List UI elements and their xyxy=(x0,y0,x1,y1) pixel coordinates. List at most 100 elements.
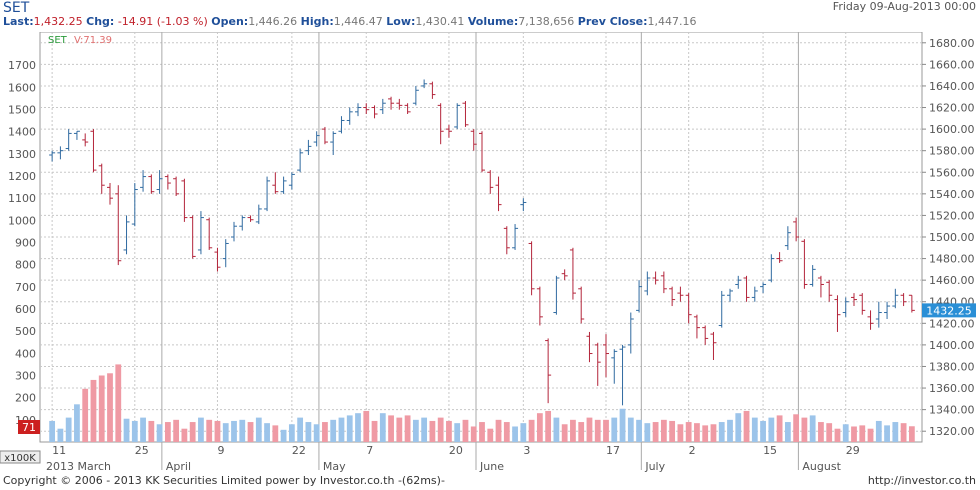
volume-bar xyxy=(355,413,361,442)
volume-bar xyxy=(495,419,502,442)
ohlc-bar xyxy=(685,293,692,324)
ohlc-bar xyxy=(470,129,477,151)
x-tick-label: 9 xyxy=(217,444,224,457)
left-tick-label: 1700 xyxy=(8,59,36,72)
ohlc-bar xyxy=(660,271,667,294)
last-label: Last: xyxy=(3,15,34,28)
price-tick-label: 1660.00 xyxy=(929,58,975,71)
price-tick-label: 1400.00 xyxy=(929,339,975,352)
ohlc-bar xyxy=(644,271,651,296)
ohlc-bar xyxy=(140,170,147,192)
ohlc-bar xyxy=(727,288,733,302)
site-url-link[interactable]: http://investor.co.th xyxy=(867,474,976,487)
ohlc-bar xyxy=(627,312,634,354)
volume-bar xyxy=(685,422,692,442)
x-tick-label: 2 xyxy=(689,444,696,457)
ohlc-bar xyxy=(479,131,485,173)
volume-bar xyxy=(776,415,783,442)
ohlc-bar xyxy=(173,176,180,196)
ohlc-bar xyxy=(57,146,64,160)
ohlc-bar xyxy=(793,217,800,242)
volume-bar xyxy=(908,426,915,442)
x-tick-label: 7 xyxy=(366,444,373,457)
volume-bar xyxy=(288,424,295,442)
price-tick-label: 1540.00 xyxy=(929,188,975,201)
ohlc-bar xyxy=(214,247,221,272)
month-label: July xyxy=(644,460,665,473)
volume-bar xyxy=(123,418,130,442)
price-tick-label: 1620.00 xyxy=(929,102,975,115)
volume-bar xyxy=(834,428,841,442)
ohlc-bar xyxy=(189,215,196,259)
ohlc-bar xyxy=(569,247,576,300)
ohlc-volume-chart[interactable]: 1002003004005006007008009001000110012001… xyxy=(0,32,980,474)
price-tick-label: 1640.00 xyxy=(929,80,975,93)
volume-bar xyxy=(768,417,775,442)
volume-bar xyxy=(239,419,246,442)
month-label: May xyxy=(323,460,346,473)
volume-bar xyxy=(570,419,576,442)
volume-bar xyxy=(437,417,444,442)
price-tick-label: 1500.00 xyxy=(929,231,975,244)
price-tick-label: 1320.00 xyxy=(929,425,975,438)
ohlc-bar xyxy=(346,107,353,125)
ohlc-bar xyxy=(776,252,783,263)
ohlc-bar xyxy=(619,344,626,406)
prevclose-label: Prev Close: xyxy=(577,15,648,28)
volume-bar xyxy=(189,422,196,442)
ohlc-bar xyxy=(437,103,444,145)
ohlc-bar xyxy=(710,331,717,360)
ohlc-bar xyxy=(73,130,80,140)
volume-bar xyxy=(479,422,485,442)
ohlc-bar xyxy=(313,131,320,147)
price-tick-label: 1360.00 xyxy=(929,382,975,395)
volume-bar xyxy=(313,424,320,442)
volume-bar xyxy=(231,420,237,442)
left-tick-label: 1500 xyxy=(8,103,36,116)
ohlc-bar xyxy=(735,275,742,289)
ohlc-bar xyxy=(49,150,56,162)
ohlc-bar xyxy=(280,176,287,194)
ohlc-bar xyxy=(115,185,122,266)
current-price-label: 1432.25 xyxy=(926,304,972,317)
volume-bar xyxy=(131,420,138,442)
ohlc-bar xyxy=(445,124,452,138)
x-tick-label: 29 xyxy=(846,444,860,457)
volume-bar xyxy=(247,422,254,442)
left-tick-label: 700 xyxy=(15,281,36,294)
volume-bar xyxy=(611,417,618,442)
ohlc-bar xyxy=(404,103,411,114)
volume-bar xyxy=(404,415,411,442)
volume-bar xyxy=(371,420,378,442)
volume-bar xyxy=(561,424,568,442)
volume-bar xyxy=(793,414,800,442)
legend-volume: V:71.39 xyxy=(74,35,112,46)
ohlc-bar xyxy=(702,325,709,345)
volume-bar xyxy=(512,426,518,442)
ohlc-bar xyxy=(611,349,618,384)
left-tick-label: 1600 xyxy=(8,81,36,94)
current-volume-tag: 71 xyxy=(18,420,40,434)
volume-bar xyxy=(851,426,857,442)
ohlc-bar xyxy=(884,301,891,319)
ohlc-bar xyxy=(123,215,130,255)
ohlc-bar xyxy=(636,280,643,313)
volume-bar xyxy=(107,373,113,442)
volume-bar xyxy=(198,417,204,442)
ohlc-bar xyxy=(305,139,312,155)
ohlc-bar xyxy=(264,176,271,212)
volume-bar xyxy=(594,419,601,442)
ohlc-bar xyxy=(900,293,907,307)
volume-bar xyxy=(884,425,890,442)
ohlc-bar xyxy=(454,103,461,130)
volume-bar xyxy=(636,419,642,442)
volume-bar xyxy=(148,420,155,442)
legend-symbol: SET xyxy=(48,35,68,46)
ohlc-bar xyxy=(255,204,262,225)
ohlc-bar xyxy=(545,338,552,404)
ohlc-bar xyxy=(503,226,510,255)
ohlc-bar xyxy=(379,98,386,114)
volume-bars xyxy=(49,364,915,442)
left-tick-label: 200 xyxy=(15,392,36,405)
left-tick-label: 1000 xyxy=(8,214,36,227)
